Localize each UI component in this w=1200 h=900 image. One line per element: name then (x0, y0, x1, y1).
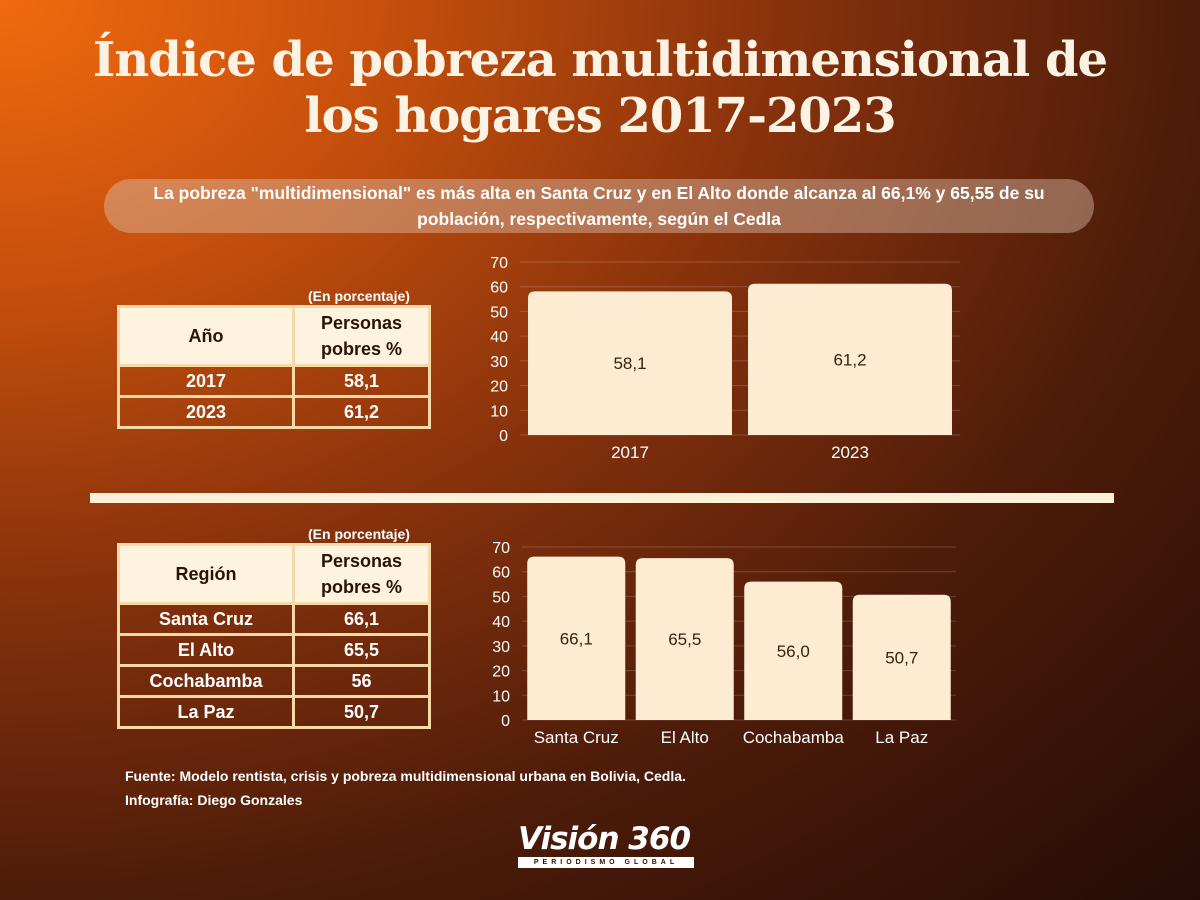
region-table-row-value: 56 (292, 664, 431, 698)
x-tick-label: La Paz (875, 728, 928, 747)
region-table-row-label: La Paz (117, 695, 295, 729)
year-table-header: Año Personas pobres % (117, 305, 431, 367)
y-tick-label: 70 (492, 540, 510, 557)
subtitle-text: La pobreza "multidimensional" es más alt… (153, 183, 1045, 229)
bar (744, 581, 843, 720)
source-text: Fuente: Modelo rentista, crisis y pobrez… (125, 768, 686, 784)
year-table-col-year: Año (117, 305, 295, 367)
year-table-row-value: 61,2 (292, 395, 431, 429)
vision360-logo: Visión 360 PERIODISMO GLOBAL (518, 822, 694, 868)
logo-tagline: PERIODISMO GLOBAL (518, 857, 694, 868)
y-tick-label: 60 (492, 565, 510, 582)
y-tick-label: 10 (490, 403, 508, 420)
subtitle-banner: La pobreza "multidimensional" es más alt… (104, 179, 1094, 233)
region-table-row-label: Cochabamba (117, 664, 295, 698)
region-table-row-value: 66,1 (292, 602, 431, 636)
year-table: Año Personas pobres % 2017 58,1 2023 61,2 (117, 305, 431, 429)
y-tick-label: 60 (490, 280, 508, 297)
y-tick-label: 20 (490, 379, 508, 396)
y-tick-label: 20 (492, 664, 510, 681)
y-tick-label: 0 (501, 713, 510, 730)
y-tick-label: 40 (492, 614, 510, 631)
region-table-row-label: Santa Cruz (117, 602, 295, 636)
region-table-row-label: El Alto (117, 633, 295, 667)
page-title: Índice de pobreza multidimensional de lo… (92, 32, 1108, 144)
region-table-row-value: 50,7 (292, 695, 431, 729)
section-divider (90, 493, 1114, 503)
region-table-row: Santa Cruz 66,1 (117, 602, 431, 636)
region-table-col-region: Región (117, 543, 295, 605)
region-bar-chart: 0 10 20 30 40 50 60 70 66,1 Santa Cruz 65,5 El Alto… (492, 540, 956, 747)
bar-value-label: 65,5 (668, 630, 701, 649)
year-table-col-percent: Personas pobres % (292, 305, 431, 367)
x-tick-label: Santa Cruz (534, 728, 619, 747)
bar-value-label: 50,7 (885, 648, 918, 667)
x-tick-label: 2023 (831, 443, 869, 462)
region-table-row: La Paz 50,7 (117, 695, 431, 729)
x-tick-label: 2017 (611, 443, 649, 462)
year-table-unit-note: (En porcentaje) (308, 288, 410, 304)
y-tick-label: 10 (492, 688, 510, 705)
bar-value-label: 58,1 (613, 354, 646, 373)
logo-wordmark: Visión 360 (518, 821, 691, 857)
region-table-col-percent: Personas pobres % (292, 543, 431, 605)
credit-text: Infografía: Diego Gonzales (125, 792, 303, 808)
year-bar-chart: 0 10 20 30 40 50 60 70 58,1 2017 61,2 2023 (490, 255, 960, 462)
y-tick-label: 40 (490, 329, 508, 346)
bar-value-label: 56,0 (777, 642, 810, 661)
y-tick-label: 50 (490, 304, 508, 321)
region-table-row-value: 65,5 (292, 633, 431, 667)
year-table-row: 2023 61,2 (117, 395, 431, 429)
region-table-row: Cochabamba 56 (117, 664, 431, 698)
region-table-unit-note: (En porcentaje) (308, 526, 410, 542)
year-table-row-value: 58,1 (292, 364, 431, 398)
year-table-row: 2017 58,1 (117, 364, 431, 398)
region-table: Región Personas pobres % Santa Cruz 66,1 E… (117, 543, 431, 729)
year-table-row-label: 2023 (117, 395, 295, 429)
source-note: Fuente: Modelo rentista, crisis y pobrez… (125, 764, 686, 812)
region-table-header: Región Personas pobres % (117, 543, 431, 605)
bar (527, 556, 626, 720)
y-tick-label: 70 (490, 255, 508, 272)
bar (528, 291, 732, 435)
x-tick-label: El Alto (661, 728, 709, 747)
bar (635, 558, 734, 720)
bar (852, 594, 951, 720)
region-table-row: El Alto 65,5 (117, 633, 431, 667)
y-tick-label: 0 (499, 428, 508, 445)
x-tick-label: Cochabamba (743, 728, 845, 747)
y-tick-label: 30 (490, 354, 508, 371)
bar-value-label: 61,2 (833, 350, 866, 369)
y-tick-label: 30 (492, 639, 510, 656)
bar (748, 283, 952, 435)
y-tick-label: 50 (492, 589, 510, 606)
year-table-row-label: 2017 (117, 364, 295, 398)
bar-value-label: 66,1 (560, 629, 593, 648)
